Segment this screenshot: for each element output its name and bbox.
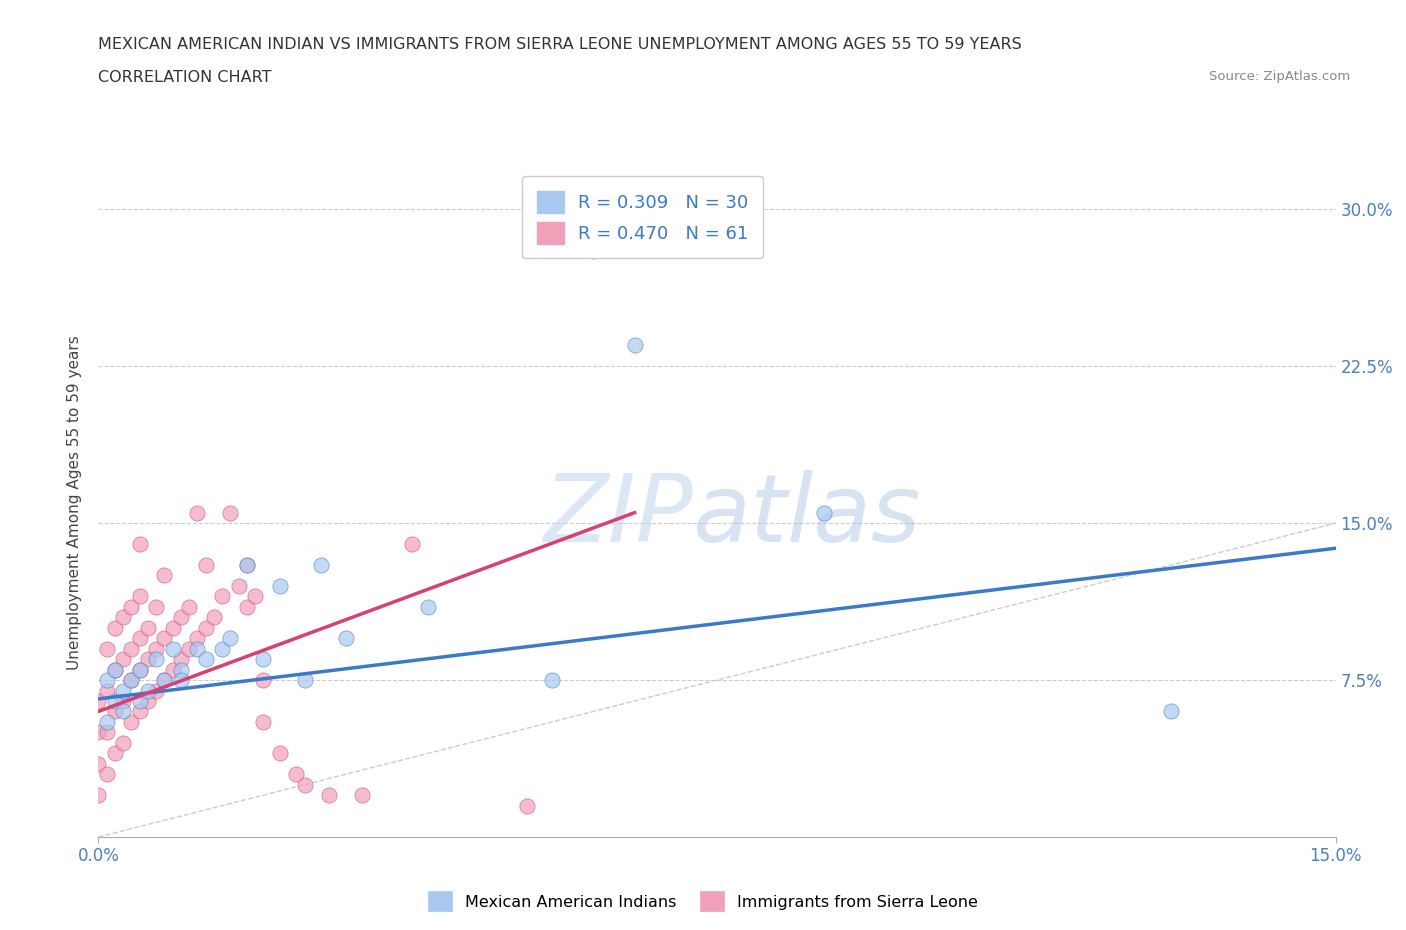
Point bbox=[194, 620, 217, 635]
Point bbox=[170, 672, 193, 687]
Point bbox=[516, 798, 538, 813]
Point bbox=[145, 600, 167, 615]
Point bbox=[128, 662, 150, 677]
Point bbox=[162, 642, 184, 657]
Point bbox=[170, 652, 193, 667]
Point bbox=[112, 610, 135, 625]
Point bbox=[623, 338, 645, 352]
Point bbox=[153, 568, 176, 583]
Point bbox=[243, 589, 266, 604]
Point bbox=[120, 600, 142, 615]
Point bbox=[186, 505, 208, 520]
Point bbox=[418, 600, 440, 615]
Point bbox=[153, 672, 176, 687]
Point bbox=[269, 746, 291, 761]
Point bbox=[96, 683, 118, 698]
Point bbox=[136, 694, 159, 709]
Point bbox=[401, 537, 423, 551]
Point bbox=[96, 766, 118, 781]
Point bbox=[120, 714, 142, 729]
Point bbox=[128, 704, 150, 719]
Point bbox=[170, 610, 193, 625]
Legend: R = 0.309   N = 30, R = 0.470   N = 61: R = 0.309 N = 30, R = 0.470 N = 61 bbox=[523, 177, 763, 259]
Point bbox=[96, 725, 118, 740]
Point bbox=[294, 672, 316, 687]
Legend: Mexican American Indians, Immigrants from Sierra Leone: Mexican American Indians, Immigrants fro… bbox=[422, 885, 984, 917]
Point bbox=[145, 652, 167, 667]
Point bbox=[294, 777, 316, 792]
Point bbox=[186, 631, 208, 645]
Point bbox=[96, 642, 118, 657]
Point bbox=[104, 662, 127, 677]
Point bbox=[120, 672, 142, 687]
Point bbox=[104, 620, 127, 635]
Point bbox=[112, 683, 135, 698]
Text: MEXICAN AMERICAN INDIAN VS IMMIGRANTS FROM SIERRA LEONE UNEMPLOYMENT AMONG AGES : MEXICAN AMERICAN INDIAN VS IMMIGRANTS FR… bbox=[98, 37, 1022, 52]
Text: Source: ZipAtlas.com: Source: ZipAtlas.com bbox=[1209, 70, 1350, 83]
Point bbox=[136, 652, 159, 667]
Point bbox=[1160, 704, 1182, 719]
Point bbox=[112, 694, 135, 709]
Point bbox=[162, 620, 184, 635]
Point bbox=[112, 736, 135, 751]
Point bbox=[194, 652, 217, 667]
Point bbox=[211, 642, 233, 657]
Point bbox=[153, 631, 176, 645]
Point bbox=[179, 642, 201, 657]
Text: ZIP: ZIP bbox=[543, 470, 692, 561]
Y-axis label: Unemployment Among Ages 55 to 59 years: Unemployment Among Ages 55 to 59 years bbox=[67, 335, 83, 670]
Point bbox=[813, 505, 835, 520]
Point bbox=[541, 672, 564, 687]
Point bbox=[252, 652, 274, 667]
Point bbox=[104, 704, 127, 719]
Point bbox=[136, 683, 159, 698]
Point bbox=[228, 578, 250, 593]
Point bbox=[87, 756, 110, 771]
Point bbox=[120, 672, 142, 687]
Text: CORRELATION CHART: CORRELATION CHART bbox=[98, 70, 271, 85]
Point bbox=[128, 537, 150, 551]
Point bbox=[87, 725, 110, 740]
Point bbox=[236, 558, 259, 573]
Text: atlas: atlas bbox=[692, 470, 921, 561]
Point bbox=[112, 652, 135, 667]
Point bbox=[186, 642, 208, 657]
Point bbox=[104, 746, 127, 761]
Point bbox=[236, 558, 259, 573]
Point bbox=[128, 589, 150, 604]
Point bbox=[202, 610, 225, 625]
Point bbox=[153, 672, 176, 687]
Point bbox=[269, 578, 291, 593]
Point bbox=[128, 694, 150, 709]
Point bbox=[211, 589, 233, 604]
Point bbox=[179, 600, 201, 615]
Point bbox=[112, 704, 135, 719]
Point bbox=[87, 788, 110, 803]
Point bbox=[285, 766, 308, 781]
Point bbox=[136, 620, 159, 635]
Point bbox=[318, 788, 340, 803]
Point bbox=[352, 788, 374, 803]
Point bbox=[335, 631, 357, 645]
Point bbox=[309, 558, 332, 573]
Point bbox=[252, 714, 274, 729]
Point bbox=[162, 662, 184, 677]
Point bbox=[87, 694, 110, 709]
Point bbox=[582, 244, 605, 259]
Point bbox=[252, 672, 274, 687]
Point bbox=[128, 662, 150, 677]
Point bbox=[96, 714, 118, 729]
Point bbox=[219, 505, 242, 520]
Point bbox=[145, 642, 167, 657]
Point bbox=[120, 642, 142, 657]
Point bbox=[236, 600, 259, 615]
Point bbox=[145, 683, 167, 698]
Point bbox=[170, 662, 193, 677]
Point bbox=[128, 631, 150, 645]
Point bbox=[104, 694, 127, 709]
Point bbox=[219, 631, 242, 645]
Point bbox=[194, 558, 217, 573]
Point bbox=[104, 662, 127, 677]
Point bbox=[96, 672, 118, 687]
